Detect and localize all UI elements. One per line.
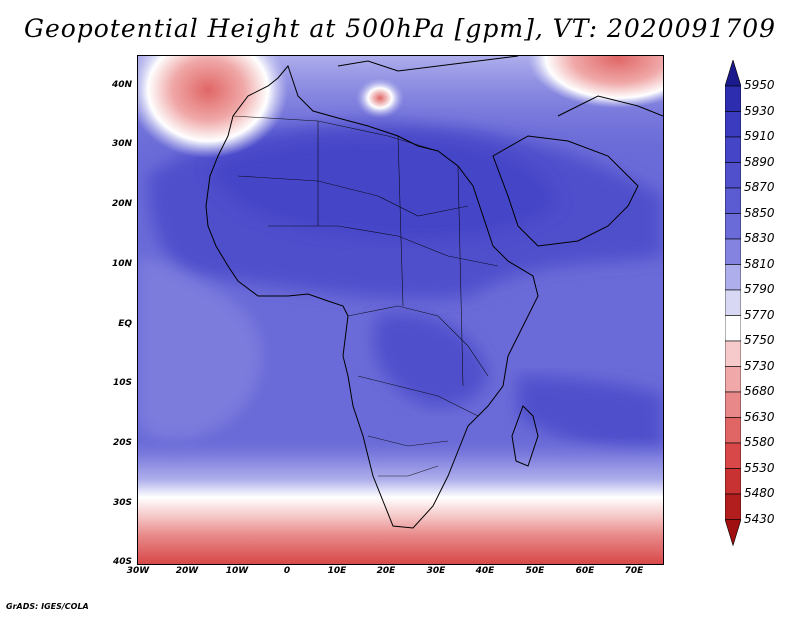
lat-tick-label: 10S	[112, 378, 132, 388]
colorbar-level-label: 5810	[744, 256, 775, 271]
colorbar-level-label: 5830	[744, 231, 775, 245]
lat-tick-label: 30N	[111, 139, 132, 149]
geopotential-field	[138, 56, 663, 564]
lon-tick-label: 10W	[225, 566, 249, 576]
colorbar-level-label: 5850	[744, 205, 775, 220]
colorbar-cell	[725, 187, 741, 214]
colorbar-level-label: 5750	[744, 333, 775, 347]
colorbar-cell	[725, 238, 741, 265]
colorbar-cell	[725, 213, 741, 240]
colorbar-level-label: 5790	[744, 282, 775, 296]
lon-tick-label: 30E	[426, 566, 446, 576]
colorbar-cell	[725, 111, 741, 138]
colorbar-cell	[725, 468, 741, 495]
lat-tick-label: 30S	[112, 498, 132, 508]
lon-tick-label: 10E	[327, 566, 347, 576]
colorbar-cell	[725, 417, 741, 444]
colorbar-level-label: 5580	[744, 435, 775, 449]
colorbar-cell	[725, 391, 741, 418]
colorbar-level-label: 5630	[744, 409, 775, 424]
lon-tick-label: 50E	[525, 566, 545, 576]
colorbar-cell	[725, 85, 741, 112]
colorbar-top-arrow	[725, 60, 741, 87]
map-title: Geopotential Height at 500hPa [gpm], VT:…	[23, 14, 777, 43]
colorbar-cell	[725, 136, 741, 163]
lat-tick-label: 20N	[111, 199, 132, 209]
grads-credit: GrADS: IGES/COLA	[6, 602, 89, 611]
colorbar-cell	[725, 162, 741, 189]
lon-tick-label: 70E	[624, 566, 644, 576]
lat-tick-label: 40N	[111, 80, 132, 90]
colorbar-cell	[725, 289, 741, 316]
colorbar-level-label: 5480	[744, 486, 775, 500]
colorbar-cell	[725, 442, 741, 469]
map-plot-area	[137, 55, 664, 565]
lat-tick-label: 20S	[112, 438, 132, 448]
lat-tick-label: 40S	[112, 557, 132, 567]
colorbar-level-label: 5950	[744, 78, 775, 92]
colorbar-level-label: 5910	[744, 129, 775, 143]
coastlines	[205, 56, 663, 529]
colorbar-cell	[725, 493, 741, 520]
lon-tick-label: 20W	[175, 566, 199, 576]
colorbar-level-label: 5730	[744, 358, 775, 373]
colorbar-cell	[725, 366, 741, 393]
colorbar	[725, 60, 741, 547]
colorbar-level-label: 5890	[744, 154, 775, 169]
colorbar-cell	[725, 340, 741, 367]
lon-tick-label: 40E	[475, 566, 495, 576]
colorbar-cell	[725, 315, 741, 342]
colorbar-level-label: 5530	[744, 460, 775, 475]
lon-tick-label: 20E	[376, 566, 396, 576]
colorbar-level-label: 5930	[744, 103, 775, 118]
lon-tick-label: 60E	[575, 566, 595, 576]
lat-tick-label: 10N	[111, 259, 132, 269]
colorbar-level-label: 5870	[744, 180, 775, 194]
lon-tick-label: 0	[283, 566, 291, 576]
colorbar-level-label: 5430	[744, 511, 775, 526]
colorbar-level-label: 5680	[744, 384, 775, 398]
colorbar-level-label: 5770	[744, 307, 775, 322]
lon-tick-label: 30W	[126, 566, 150, 576]
colorbar-cell	[725, 264, 741, 291]
colorbar-bottom-arrow	[725, 519, 741, 547]
lat-tick-label: EQ	[118, 319, 132, 329]
